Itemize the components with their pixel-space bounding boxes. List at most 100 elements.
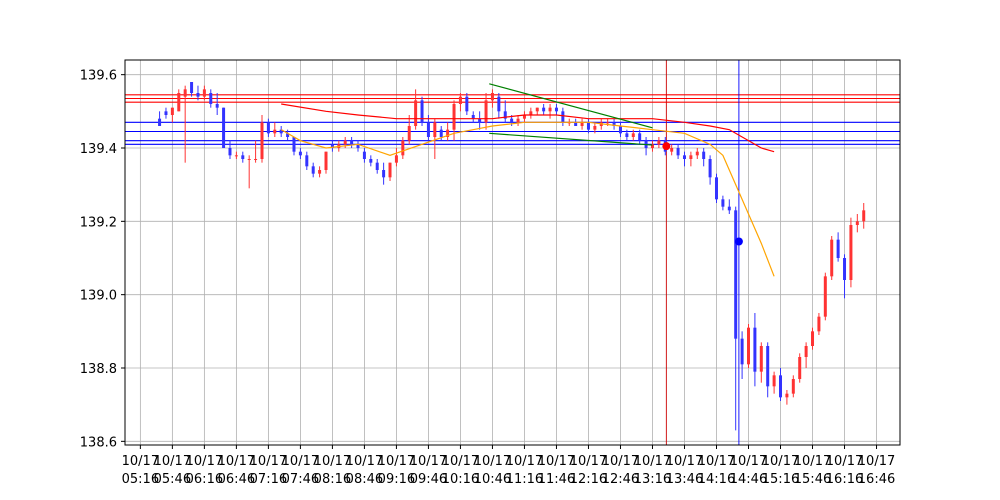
candle-body: [798, 357, 802, 379]
candle-body: [657, 140, 661, 145]
candle-body: [446, 129, 450, 137]
candle-body: [779, 375, 783, 398]
candle-body: [471, 115, 475, 119]
y-tick-label: 139.4: [80, 142, 117, 157]
candle-body: [202, 89, 206, 97]
x-tick-label-date: 10/17: [218, 454, 255, 469]
candle-body: [714, 177, 718, 200]
candle-body: [170, 107, 174, 115]
candle-body: [593, 126, 597, 130]
candle-body: [273, 129, 277, 134]
candle-body: [164, 111, 168, 115]
x-tick-label-time: 15:46: [794, 472, 831, 487]
candle-body: [439, 129, 443, 137]
x-tick-label-time: 08:46: [346, 472, 383, 487]
vertical-markers: [665, 60, 740, 445]
candle-body: [855, 221, 859, 225]
x-tick-label-date: 10/17: [538, 454, 575, 469]
x-tick-label-date: 10/17: [154, 454, 191, 469]
x-tick-label-date: 10/17: [346, 454, 383, 469]
candle-body: [414, 100, 418, 126]
x-tick-label-time: 07:16: [250, 472, 287, 487]
candle-body: [702, 151, 706, 159]
candle-body: [343, 140, 347, 145]
x-tick-label-date: 10/17: [826, 454, 863, 469]
candle-body: [772, 375, 776, 387]
candle-body: [650, 144, 654, 148]
candle-body: [279, 129, 283, 134]
candle-body: [234, 155, 238, 157]
x-tick-label-date: 10/17: [250, 454, 287, 469]
candle-body: [548, 107, 552, 112]
x-axis: 10/17 05:16 10/17 05:46 10/17 06:16 10/17 06:46…: [122, 445, 895, 487]
candle-body: [823, 276, 827, 317]
candle-body: [375, 162, 379, 170]
candle-body: [196, 93, 200, 97]
candle-body: [305, 155, 309, 167]
x-tick-label-time: 09:46: [410, 472, 447, 487]
candle-body: [535, 107, 539, 112]
candle-body: [426, 122, 430, 137]
x-tick-label-date: 10/17: [410, 454, 447, 469]
candle-body: [241, 155, 245, 159]
x-tick-label-time: 05:16: [122, 472, 159, 487]
candle-body: [676, 148, 680, 156]
x-tick-label-time: 07:46: [282, 472, 319, 487]
x-tick-label-time: 12:16: [570, 472, 607, 487]
candle-body: [721, 199, 725, 207]
moving-average-long-line: [281, 103, 775, 153]
y-tick-label: 139.0: [80, 289, 117, 304]
candle-body: [503, 111, 507, 119]
candle-body: [452, 104, 456, 130]
candle-body: [746, 327, 750, 365]
candle-body: [510, 118, 514, 123]
x-tick-label-time: 06:16: [186, 472, 223, 487]
candle-body: [324, 151, 328, 170]
candle-body: [580, 122, 584, 126]
candle-body: [734, 210, 738, 339]
x-tick-label-time: 14:16: [698, 472, 735, 487]
moving-average-short-line: [280, 121, 775, 277]
candle-body: [753, 327, 757, 372]
candle-body: [689, 155, 693, 159]
candle-body: [631, 133, 635, 137]
x-tick-label-time: 11:46: [538, 472, 575, 487]
candle-body: [420, 100, 424, 123]
x-tick-label-date: 10/17: [634, 454, 671, 469]
x-tick-label-date: 10/17: [730, 454, 767, 469]
candle-body: [222, 107, 226, 148]
candle-body: [158, 118, 162, 126]
candle-body: [606, 122, 610, 124]
x-tick-label-date: 10/17: [506, 454, 543, 469]
candle-body: [638, 133, 642, 141]
candle-body: [618, 126, 622, 134]
candle-body: [836, 239, 840, 258]
x-tick-label-time: 05:46: [154, 472, 191, 487]
candle-body: [766, 346, 770, 387]
x-tick-label-time: 15:16: [762, 472, 799, 487]
x-grid: [139, 60, 877, 445]
candle-body: [785, 393, 789, 398]
candle-body: [330, 144, 334, 148]
candle-body: [247, 159, 251, 160]
candle-body: [407, 126, 411, 141]
candle-body: [177, 93, 181, 112]
candle-body: [401, 140, 405, 156]
x-tick-label-time: 09:16: [378, 472, 415, 487]
y-axis: 138.6 138.8 139.0 139.2 139.4 139.6: [80, 69, 125, 450]
x-tick-label-time: 10:16: [442, 472, 479, 487]
x-tick-label-time: 12:46: [602, 472, 639, 487]
candle-body: [183, 89, 187, 97]
candle-body: [811, 331, 815, 346]
x-tick-label-date: 10/17: [762, 454, 799, 469]
candle-body: [298, 151, 302, 156]
horizontal-levels: [125, 94, 900, 145]
x-tick-label-time: 16:16: [826, 472, 863, 487]
candle-body: [586, 122, 590, 130]
candle-body: [228, 148, 232, 156]
candle-body: [478, 118, 482, 123]
candle-body: [318, 170, 322, 174]
x-tick-label-date: 10/17: [570, 454, 607, 469]
candle-body: [215, 104, 219, 108]
trend-line: [489, 132, 653, 146]
